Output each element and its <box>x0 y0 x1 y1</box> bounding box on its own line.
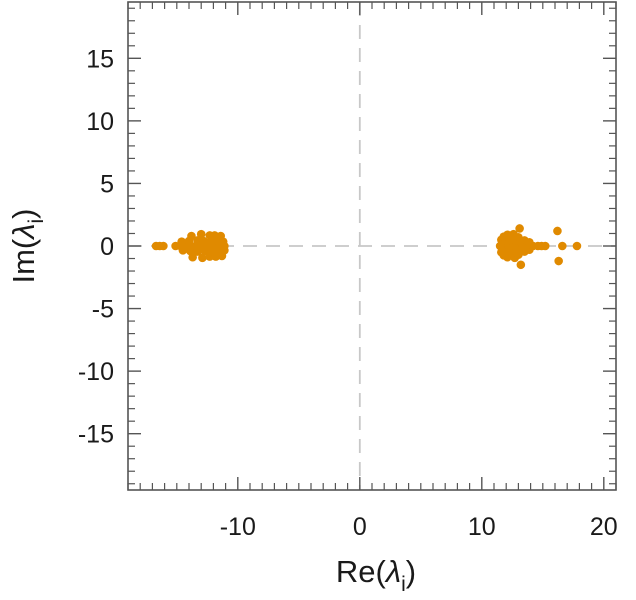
y-axis-label-suffix: ) <box>6 208 41 218</box>
y-tick-label: 15 <box>86 45 114 73</box>
x-axis-label: Re(λi) <box>336 554 416 596</box>
data-point <box>220 241 229 251</box>
data-point <box>177 237 186 246</box>
y-axis-label: Im(λi) <box>6 208 48 283</box>
x-tick-label: -10 <box>220 513 256 541</box>
major-ticks <box>128 2 616 490</box>
y-axis-label-subscript: i <box>25 219 48 224</box>
y-tick-label: -15 <box>78 421 114 449</box>
data-point <box>198 253 207 263</box>
x-axis-label-subscript: i <box>401 573 406 596</box>
y-axis-label-symbol: λ <box>6 223 41 240</box>
data-point <box>188 252 197 262</box>
data-point <box>178 246 188 255</box>
data-point <box>554 256 563 266</box>
data-point <box>516 260 526 270</box>
y-tick-label: -10 <box>78 358 114 386</box>
y-tick-label: 0 <box>100 233 114 261</box>
data-point <box>553 226 562 236</box>
x-axis-label-suffix: ) <box>406 554 416 589</box>
data-point <box>558 241 567 251</box>
y-tick-label: 10 <box>86 108 114 136</box>
minor-ticks <box>127 2 617 490</box>
plot-frame <box>127 1 617 491</box>
scatter-points <box>151 224 582 270</box>
y-tick-label: 5 <box>100 170 114 198</box>
data-point <box>540 241 550 251</box>
x-tick-label: 20 <box>590 513 618 541</box>
x-tick-label: 0 <box>353 513 367 541</box>
data-point <box>187 231 196 241</box>
data-point <box>572 241 582 251</box>
data-point <box>159 241 168 251</box>
x-tick-label: 10 <box>468 513 496 541</box>
y-axis-label-prefix: Im( <box>6 238 41 283</box>
x-axis-label-prefix: Re( <box>336 554 387 589</box>
tick-labels: -10 0 10 20 15 10 5 0 -5 -10 -15 <box>78 45 618 541</box>
data-point <box>196 229 206 239</box>
y-tick-label: -5 <box>92 296 114 324</box>
x-axis-label-symbol: λ <box>384 554 401 589</box>
data-point <box>515 224 524 233</box>
